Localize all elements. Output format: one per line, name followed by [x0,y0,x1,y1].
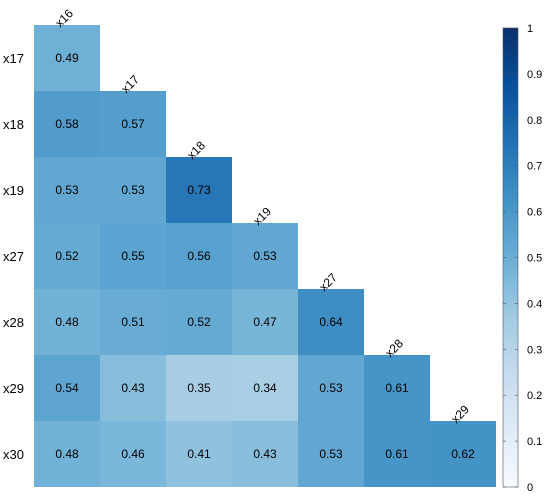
colorbar-tick-label: 1 [527,23,533,35]
cell-value-label: 0.34 [253,381,277,395]
cell-value-label: 0.52 [55,249,79,263]
row-label-x30: x30 [3,447,24,462]
heatmap-cell-x28-x16 [34,289,100,355]
cell-value-label: 0.61 [385,447,409,461]
cell-value-label: 0.52 [187,315,211,329]
cell-value-label: 0.47 [253,315,277,329]
cell-value-label: 0.62 [451,447,475,461]
cell-value-label: 0.48 [55,315,79,329]
cell-value-label: 0.41 [187,447,211,461]
heatmap-cell-x28-x27 [298,289,364,355]
cell-value-label: 0.49 [55,51,79,65]
cell-value-label: 0.73 [187,183,211,197]
heatmap-cell-x29-x27 [298,355,364,421]
heatmap-cell-x29-x28 [364,355,430,421]
heatmap-cell-x18-x17 [100,91,166,157]
cell-value-label: 0.57 [121,117,145,131]
heatmap-cell-x30-x17 [100,421,166,487]
heatmap-cell-x27-x18 [166,223,232,289]
heatmap-cell-x28-x18 [166,289,232,355]
cell-value-label: 0.64 [319,315,343,329]
colorbar-ticks: 0 0.1 0.2 0.3 0.4 0.5 0.6 0.7 0.8 0.9 1 [503,23,542,494]
cell-value-label: 0.53 [121,183,145,197]
cell-value-label: 0.58 [55,117,79,131]
heatmap-cell-x29-x19 [232,355,298,421]
heatmap-cell-x30-x16 [34,421,100,487]
heatmap-cell-x19-x18 [166,157,232,223]
heatmap-cell-x30-x18 [166,421,232,487]
cell-value-label: 0.46 [121,447,145,461]
heatmap-cell-x27-x17 [100,223,166,289]
cell-value-label: 0.43 [253,447,277,461]
cell-value-label: 0.51 [121,315,145,329]
row-label-x29: x29 [3,381,24,396]
colorbar-tick-label: 0.1 [527,436,542,448]
row-labels: x17 x18 x19 x27 x28 x29 x30 [3,51,24,462]
colorbar-tick-label: 0.7 [527,161,542,173]
row-label-x28: x28 [3,315,24,330]
cell-value-label: 0.61 [385,381,409,395]
colorbar-tick-label: 0.4 [527,298,542,310]
heatmap-cell-x27-x19 [232,223,298,289]
cell-value-label: 0.43 [121,381,145,395]
colorbar-tick-label: 0.8 [527,115,542,127]
row-label-x19: x19 [3,183,24,198]
heatmap-cell-x29-x16 [34,355,100,421]
row-label-x27: x27 [3,249,24,264]
heatmap-cell-x30-x19 [232,421,298,487]
cell-value-label: 0.53 [55,183,79,197]
heatmap-cell-x30-x27 [298,421,364,487]
row-label-x18: x18 [3,117,24,132]
heatmap-cell-x19-x16 [34,157,100,223]
row-label-x17: x17 [3,51,24,66]
heatmap-cells [34,25,496,487]
colorbar-tick-label: 0.3 [527,344,542,356]
cell-value-label: 0.53 [253,249,277,263]
heatmap-cell-x27-x16 [34,223,100,289]
heatmap-cell-x29-x18 [166,355,232,421]
heatmap-cell-x28-x17 [100,289,166,355]
heatmap-cell-x30-x29 [430,421,496,487]
cell-value-label: 0.55 [121,249,145,263]
cell-value-label: 0.54 [55,381,79,395]
cell-value-label: 0.53 [319,447,343,461]
cell-value-label: 0.48 [55,447,79,461]
heatmap-cell-x29-x17 [100,355,166,421]
colorbar-tick-label: 0.6 [527,207,542,219]
cell-value-label: 0.53 [319,381,343,395]
cell-value-labels: 0.49 0.58 0.57 0.53 0.53 0.73 0.52 0.55 0.56 0.53… [55,51,475,461]
colorbar-tick-label: 0.5 [527,253,542,265]
cell-value-label: 0.35 [187,381,211,395]
cell-value-label: 0.56 [187,249,211,263]
heatmap-cell-x28-x19 [232,289,298,355]
colorbar: 0 0.1 0.2 0.3 0.4 0.5 0.6 0.7 0.8 0.9 1 [502,23,542,494]
colorbar-tick-label: 0.2 [527,390,542,402]
heatmap-cell-x18-x16 [34,91,100,157]
heatmap-cell-x30-x28 [364,421,430,487]
heatmap-cell-x19-x17 [100,157,166,223]
colorbar-tick-label: 0.9 [527,69,542,81]
colorbar-tick-label: 0 [527,482,533,494]
heatmap-cell-x17-x16 [34,25,100,91]
